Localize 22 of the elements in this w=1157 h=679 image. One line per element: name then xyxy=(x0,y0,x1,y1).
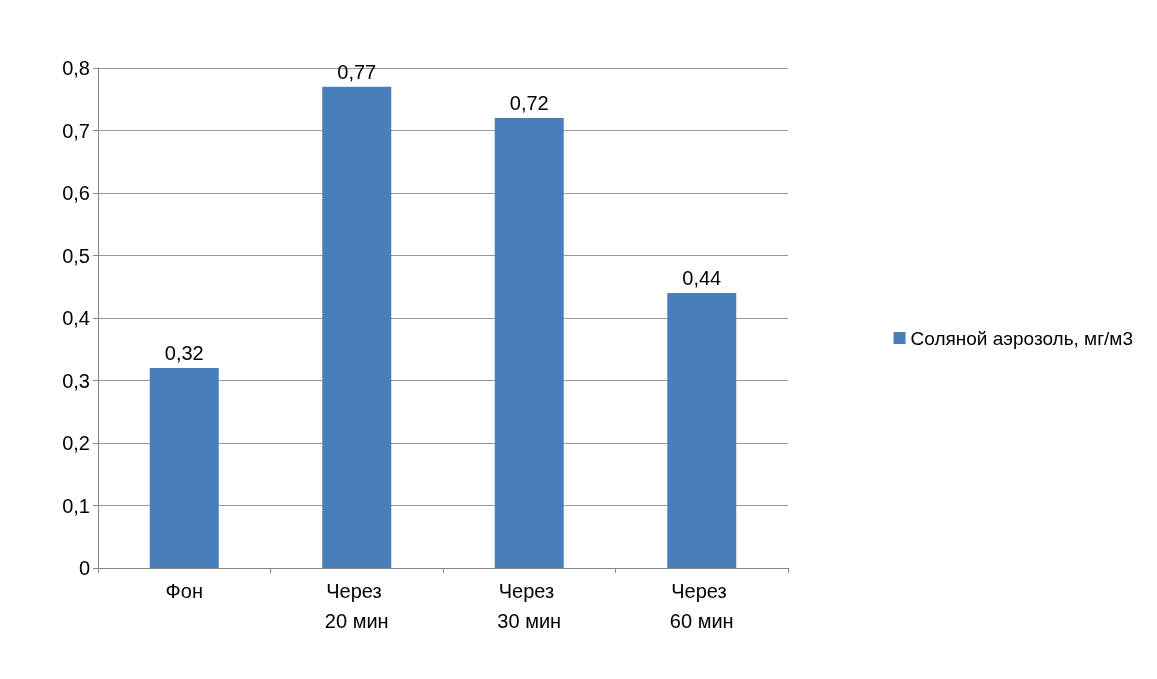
data-label: 0,44 xyxy=(682,267,722,289)
data-label: 0,77 xyxy=(337,60,377,83)
data-label: 0,32 xyxy=(164,342,204,364)
y-tick-label: 0,1 xyxy=(62,494,90,517)
x-tick-label: Через 20 мин xyxy=(324,580,389,632)
bar xyxy=(322,86,392,568)
bar xyxy=(494,118,564,568)
x-tick-label: Через 30 мин xyxy=(497,580,562,632)
x-tick-label: Фон xyxy=(165,580,203,602)
bar xyxy=(149,368,219,568)
y-tick-label: 0 xyxy=(78,557,90,579)
bar xyxy=(667,293,737,568)
y-tick-label: 0,7 xyxy=(62,119,90,142)
x-tick-label: Через 60 мин xyxy=(669,580,734,632)
y-tick-label: 0,4 xyxy=(62,307,90,329)
y-tick-label: 0,3 xyxy=(62,369,90,392)
y-tick-label: 0,6 xyxy=(62,182,90,204)
y-tick-label: 0,2 xyxy=(62,432,90,454)
y-tick-label: 0,8 xyxy=(62,57,90,79)
legend-label: Соляной аэрозоль, мг/м3 xyxy=(910,327,1134,349)
data-label: 0,72 xyxy=(509,92,549,114)
y-tick-label: 0,5 xyxy=(62,244,90,267)
